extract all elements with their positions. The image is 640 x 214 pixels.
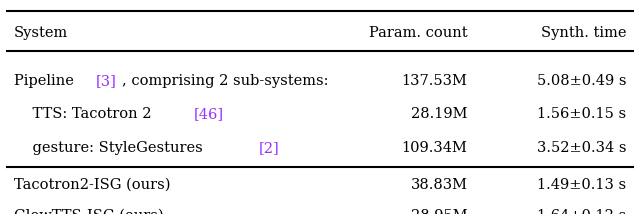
Text: 3.52±0.34 s: 3.52±0.34 s: [536, 141, 626, 155]
Text: 137.53M: 137.53M: [401, 74, 467, 88]
Text: gesture: StyleGestures: gesture: StyleGestures: [14, 141, 207, 155]
Text: 109.34M: 109.34M: [401, 141, 467, 155]
Text: Pipeline: Pipeline: [14, 74, 79, 88]
Text: 5.08±0.49 s: 5.08±0.49 s: [536, 74, 626, 88]
Text: [2]: [2]: [259, 141, 279, 155]
Text: TTS: Tacotron 2: TTS: Tacotron 2: [14, 107, 156, 121]
Text: 1.49±0.13 s: 1.49±0.13 s: [537, 178, 626, 192]
Text: 1.56±0.15 s: 1.56±0.15 s: [537, 107, 626, 121]
Text: [46]: [46]: [194, 107, 224, 121]
Text: Synth. time: Synth. time: [541, 25, 626, 40]
Text: , comprising 2 sub-systems:: , comprising 2 sub-systems:: [122, 74, 328, 88]
Text: [3]: [3]: [95, 74, 116, 88]
Text: GlowTTS-ISG (ours): GlowTTS-ISG (ours): [14, 209, 164, 214]
Text: Tacotron2-ISG (ours): Tacotron2-ISG (ours): [14, 178, 170, 192]
Text: System: System: [14, 25, 68, 40]
Text: 28.95M: 28.95M: [411, 209, 467, 214]
Text: 28.19M: 28.19M: [411, 107, 467, 121]
Text: Param. count: Param. count: [369, 25, 467, 40]
Text: 38.83M: 38.83M: [410, 178, 467, 192]
Text: 1.64±0.12 s: 1.64±0.12 s: [537, 209, 626, 214]
